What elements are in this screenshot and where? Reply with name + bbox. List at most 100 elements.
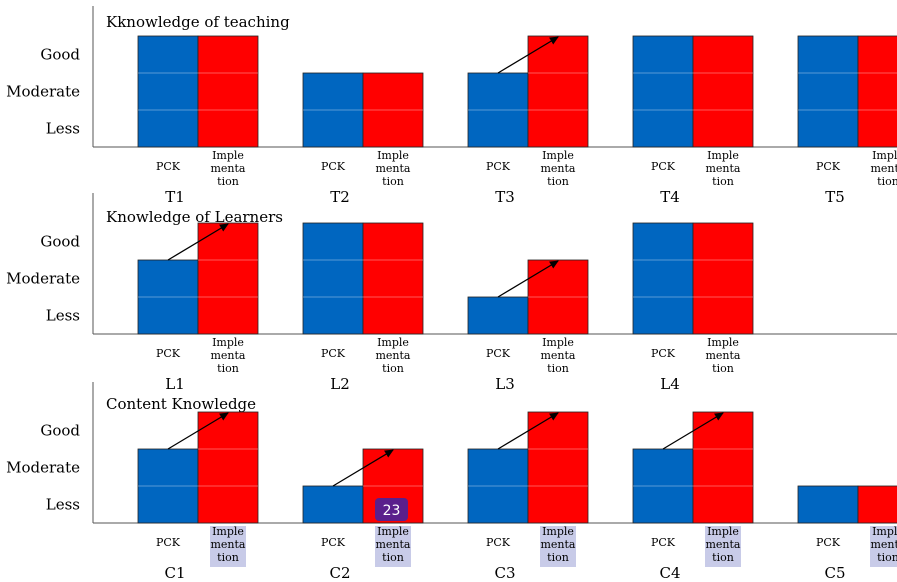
bar-label-implementation: menta	[210, 349, 245, 362]
panel-2-title: Knowledge of Learners	[106, 208, 283, 226]
bar-pck-c3	[467, 448, 529, 524]
label-highlight	[870, 526, 897, 567]
bar-label-implementation: Imple	[872, 149, 897, 162]
bar-label-pck: PCK	[156, 160, 181, 173]
bar-implementation-t5	[857, 35, 897, 148]
bar-label-implementation: Imple	[872, 525, 897, 538]
bar-label-implementation: menta	[375, 162, 410, 175]
bar-implementation-t4	[692, 35, 754, 148]
arrow-c1	[167, 412, 229, 450]
bar-pck-t1	[137, 35, 199, 148]
bar-label-implementation: tion	[217, 551, 239, 564]
bar-label-implementation: Imple	[707, 149, 739, 162]
bar-label-implementation: tion	[547, 551, 569, 564]
bar-label-implementation: Imple	[377, 149, 409, 162]
overlay-badge	[375, 498, 408, 521]
bar-implementation-c4	[692, 411, 754, 524]
label-highlight	[210, 526, 246, 567]
bar-label-implementation: menta	[540, 349, 575, 362]
bar-label-implementation: Imple	[212, 149, 244, 162]
bar-label-pck: PCK	[816, 160, 841, 173]
bar-label-pck: PCK	[816, 536, 841, 549]
bar-label-implementation: tion	[712, 362, 734, 375]
bar-label-pck: PCK	[321, 160, 346, 173]
bar-label-pck: PCK	[486, 347, 511, 360]
bar-implementation-l2	[362, 222, 424, 335]
group-label-l3: L3	[495, 375, 515, 393]
bar-implementation-c3	[527, 411, 589, 524]
y-tick-label-good: Good	[40, 46, 80, 64]
bar-implementation-l1	[197, 222, 259, 335]
bar-label-pck: PCK	[156, 347, 181, 360]
bar-pck-l1	[137, 259, 199, 335]
bar-label-pck: PCK	[486, 160, 511, 173]
y-tick-label-less: Less	[46, 496, 80, 514]
bar-label-implementation: menta	[540, 538, 575, 551]
bar-pck-c2	[302, 485, 364, 524]
bar-label-implementation: Imple	[542, 525, 574, 538]
bar-label-implementation: tion	[382, 175, 404, 188]
bar-label-implementation: menta	[705, 538, 740, 551]
group-label-c3: C3	[494, 564, 515, 582]
label-highlight	[375, 526, 411, 567]
bar-label-implementation: tion	[382, 551, 404, 564]
bar-implementation-t3	[527, 35, 589, 148]
bar-pck-l4	[632, 222, 694, 335]
y-tick-label-moderate: Moderate	[6, 459, 80, 477]
bar-label-implementation: Imple	[212, 336, 244, 349]
bar-label-implementation: Imple	[542, 336, 574, 349]
bar-label-implementation: tion	[712, 175, 734, 188]
arrow-t3	[497, 36, 559, 74]
bar-label-implementation: tion	[217, 175, 239, 188]
group-label-t2: T2	[330, 188, 350, 206]
group-label-l1: L1	[165, 375, 185, 393]
bar-label-implementation: tion	[217, 362, 239, 375]
bar-label-implementation: menta	[705, 349, 740, 362]
y-tick-label-good: Good	[40, 233, 80, 251]
y-tick-label-moderate: Moderate	[6, 270, 80, 288]
bar-pck-l3	[467, 296, 529, 335]
bar-label-implementation: menta	[540, 162, 575, 175]
y-tick-label-moderate: Moderate	[6, 83, 80, 101]
bar-label-pck: PCK	[321, 536, 346, 549]
label-highlight	[705, 526, 741, 567]
group-label-t3: T3	[495, 188, 515, 206]
bar-label-implementation: menta	[870, 538, 897, 551]
group-label-c4: C4	[659, 564, 680, 582]
arrow-l3	[497, 260, 559, 298]
arrow-l1	[167, 223, 229, 261]
bar-label-implementation: Imple	[707, 525, 739, 538]
bar-label-pck: PCK	[321, 347, 346, 360]
bar-label-pck: PCK	[651, 536, 676, 549]
bar-label-implementation: Imple	[542, 149, 574, 162]
bar-pck-t4	[632, 35, 694, 148]
overlay-badge-text: 23	[383, 503, 401, 519]
group-label-t5: T5	[825, 188, 845, 206]
bar-label-implementation: menta	[210, 538, 245, 551]
bar-label-implementation: Imple	[377, 336, 409, 349]
bar-label-pck: PCK	[156, 536, 181, 549]
bar-label-implementation: tion	[877, 175, 897, 188]
bar-label-pck: PCK	[651, 160, 676, 173]
group-label-t1: T1	[165, 188, 185, 206]
bar-implementation-c5	[857, 485, 897, 524]
group-label-c1: C1	[164, 564, 185, 582]
bar-label-implementation: menta	[375, 349, 410, 362]
bar-implementation-t1	[197, 35, 259, 148]
bar-label-implementation: tion	[547, 175, 569, 188]
bar-label-pck: PCK	[651, 347, 676, 360]
bar-label-implementation: tion	[877, 551, 897, 564]
bar-label-implementation: menta	[870, 162, 897, 175]
group-label-c5: C5	[824, 564, 845, 582]
arrow-c2	[332, 449, 394, 487]
bar-label-implementation: Imple	[212, 525, 244, 538]
panel-3-title: Content Knowledge	[106, 395, 256, 413]
bar-label-implementation: tion	[712, 551, 734, 564]
bar-implementation-c1	[197, 411, 259, 524]
bar-implementation-l4	[692, 222, 754, 335]
bar-pck-c4	[632, 448, 694, 524]
bar-label-implementation: Imple	[707, 336, 739, 349]
bar-label-implementation: tion	[547, 362, 569, 375]
arrow-c4	[662, 412, 724, 450]
